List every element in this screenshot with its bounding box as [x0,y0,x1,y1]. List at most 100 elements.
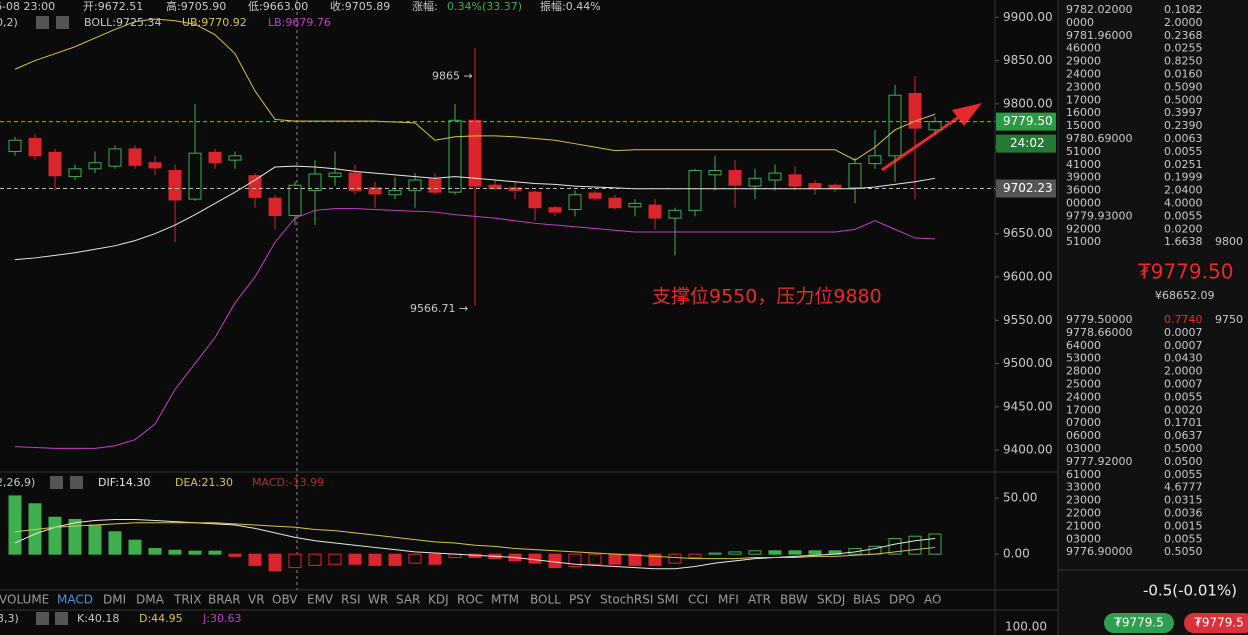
y-tick-label: 9400.00 [1003,443,1053,457]
order-price: 92000 [1066,222,1101,235]
last-price: ₮9779.50 [1138,260,1233,284]
indicator-tab[interactable]: BIAS [853,593,881,607]
macd-bar [108,531,122,555]
close-icon[interactable] [56,16,69,29]
close-icon[interactable] [55,612,68,625]
button-label[interactable]: ₮9779.5 [1114,616,1164,630]
indicator-tab[interactable]: AO [924,593,941,607]
order-amount: 0.0007 [1164,326,1203,339]
order-price: 17000 [1066,93,1101,106]
candle-body [908,92,922,129]
order-amount: 0.5050 [1164,545,1203,558]
indicator-tab[interactable]: MFI [718,593,739,607]
candle-body [428,178,442,193]
indicator-tab[interactable]: StochRSI [600,593,653,607]
macd-bar [608,553,622,565]
indicator-tab[interactable]: RSI [341,593,361,607]
indicator-tab[interactable]: VR [248,593,265,607]
order-amount: 2.0400 [1164,184,1203,197]
candle-body [508,187,522,191]
candle-body [708,170,722,176]
header-item: 高:9705.90 [166,0,226,13]
candle-body [128,148,142,166]
indicator-tab[interactable]: ATR [748,593,771,607]
order-amount: 0.0015 [1164,519,1203,532]
macd-bar [548,553,562,569]
order-price: 46000 [1066,42,1101,55]
candle-body [108,148,122,167]
order-price: 9777.92000 [1066,455,1132,468]
indicator-tab[interactable]: TRIX [173,593,201,607]
candle-body [188,152,202,200]
macd-bar [808,550,822,555]
buy-button[interactable] [1104,613,1174,633]
order-amount: 0.1999 [1164,171,1203,184]
boll-line [14,208,936,449]
candle-body [28,137,42,157]
indicator-tab[interactable]: DMA [136,593,165,607]
order-amount: 0.0055 [1164,468,1203,481]
y-tick-label: 9600.00 [1003,269,1053,283]
y-tick-label: 9800.00 [1003,96,1053,110]
indicator-tab[interactable]: BRAR [208,593,241,607]
indicator-tab[interactable]: DPO [889,593,915,607]
order-amount: 0.7740 [1164,313,1203,326]
order-amount: 0.0251 [1164,158,1203,171]
indicator-tab[interactable]: BOLL [530,593,561,607]
close-icon[interactable] [70,476,83,489]
macd-bar [8,495,22,555]
indicator-tab[interactable]: SMI [657,593,679,607]
boll-line [14,165,936,261]
annotation: 9566.71 → [410,302,468,315]
indicator-tab[interactable]: WR [368,593,388,607]
y-tick-label: 50.00 [1003,491,1037,505]
candle-body [848,163,862,189]
indicator-tab[interactable]: VOLUME [0,593,49,607]
candle-body [68,168,82,178]
indicator-tab[interactable]: CCI [688,593,708,607]
indicator-params: 3,3) [0,612,19,625]
candle-body [768,172,782,181]
candle-body [248,175,262,198]
price-tag [996,112,1056,131]
macd-bar [328,553,342,565]
candle-body [548,207,562,213]
depth-label: 9750 [1215,313,1243,326]
macd-bar [248,553,262,566]
order-amount: 0.0637 [1164,429,1203,442]
sell-button[interactable] [1184,613,1248,633]
settings-icon[interactable] [36,612,49,625]
indicator-tab[interactable]: BBW [780,593,808,607]
order-amount: 0.0007 [1164,339,1203,352]
indicator-tab[interactable]: SAR [396,593,420,607]
order-price: 0000 [1066,16,1094,29]
indicator-tab[interactable]: DMI [103,593,126,607]
button-label[interactable]: ₮9779.5 [1194,616,1244,630]
indicator-tab[interactable]: ROC [457,593,483,607]
macd-bar [528,553,542,564]
settings-icon[interactable] [50,476,63,489]
macd-bar [428,553,442,565]
y-tick-label: 9450.00 [1003,399,1053,413]
macd-bar [308,553,322,566]
indicator-tab[interactable]: MACD [57,593,93,607]
indicator-tab[interactable]: KDJ [428,593,449,607]
indicator-tab[interactable]: OBV [272,593,298,607]
indicator-tab[interactable]: PSY [569,593,592,607]
indicator-tab[interactable]: EMV [307,593,334,607]
header-item: 开:9672.51 [83,0,143,13]
order-amount: 0.0036 [1164,507,1203,520]
macd-bar [368,553,382,566]
indicator-tab[interactable]: SKDJ [817,593,845,607]
order-price: 06000 [1066,429,1101,442]
order-amount: 0.0255 [1164,42,1203,55]
order-price: 9776.90000 [1066,545,1132,558]
settings-icon[interactable] [36,16,49,29]
indicator-tab[interactable]: MTM [491,593,519,607]
macd-bar [288,553,302,569]
price-tag-label: 9779.50 [1003,114,1053,128]
macd-bar [348,553,362,565]
macd-bar [668,553,682,564]
order-price: 24000 [1066,68,1101,81]
